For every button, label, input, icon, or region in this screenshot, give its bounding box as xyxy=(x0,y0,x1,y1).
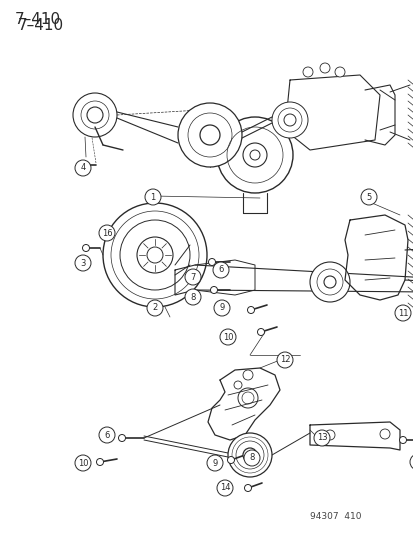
Circle shape xyxy=(409,454,413,470)
Text: 10: 10 xyxy=(78,458,88,467)
Text: 9: 9 xyxy=(212,458,217,467)
Circle shape xyxy=(78,161,85,168)
Circle shape xyxy=(137,237,173,273)
Circle shape xyxy=(216,117,292,193)
Circle shape xyxy=(313,430,329,446)
Circle shape xyxy=(103,203,206,307)
Circle shape xyxy=(324,430,334,440)
Circle shape xyxy=(206,455,223,471)
Circle shape xyxy=(219,329,235,345)
Circle shape xyxy=(394,305,410,321)
Circle shape xyxy=(73,93,117,137)
Circle shape xyxy=(210,287,217,294)
Text: 6: 6 xyxy=(104,431,109,440)
Text: 11: 11 xyxy=(397,309,407,318)
Circle shape xyxy=(227,456,234,464)
Circle shape xyxy=(99,427,115,443)
Circle shape xyxy=(75,455,91,471)
Circle shape xyxy=(99,225,115,241)
Text: 94307  410: 94307 410 xyxy=(309,512,361,521)
Circle shape xyxy=(379,429,389,439)
Text: 8: 8 xyxy=(190,293,195,302)
Circle shape xyxy=(247,306,254,313)
Circle shape xyxy=(319,63,329,73)
Text: 8: 8 xyxy=(249,454,254,463)
Text: 7–410: 7–410 xyxy=(18,18,64,33)
Circle shape xyxy=(309,262,349,302)
Circle shape xyxy=(96,458,103,465)
Circle shape xyxy=(399,437,406,443)
Text: 12: 12 xyxy=(279,356,290,365)
Circle shape xyxy=(323,276,335,288)
Circle shape xyxy=(185,289,201,305)
Text: 16: 16 xyxy=(102,229,112,238)
Circle shape xyxy=(302,67,312,77)
Circle shape xyxy=(87,107,103,123)
Circle shape xyxy=(242,370,252,380)
Text: 9: 9 xyxy=(219,303,224,312)
Circle shape xyxy=(242,448,256,462)
Text: 2: 2 xyxy=(152,303,157,312)
Circle shape xyxy=(283,114,295,126)
Circle shape xyxy=(334,67,344,77)
Circle shape xyxy=(178,103,242,167)
Circle shape xyxy=(208,259,215,265)
Circle shape xyxy=(82,245,89,252)
Circle shape xyxy=(271,102,307,138)
Circle shape xyxy=(276,352,292,368)
Circle shape xyxy=(199,125,219,145)
Text: 3: 3 xyxy=(80,259,85,268)
Circle shape xyxy=(228,433,271,477)
Circle shape xyxy=(257,328,264,335)
Text: 1: 1 xyxy=(150,192,155,201)
Circle shape xyxy=(75,160,91,176)
Circle shape xyxy=(249,150,259,160)
Circle shape xyxy=(147,247,163,263)
Text: 7: 7 xyxy=(190,272,195,281)
Text: 4: 4 xyxy=(80,164,85,173)
Text: 13: 13 xyxy=(316,433,327,442)
Circle shape xyxy=(214,300,230,316)
Circle shape xyxy=(216,480,233,496)
Circle shape xyxy=(185,269,201,285)
Circle shape xyxy=(237,388,257,408)
Circle shape xyxy=(411,455,413,471)
Circle shape xyxy=(147,300,163,316)
Text: 14: 14 xyxy=(219,483,230,492)
Circle shape xyxy=(243,450,259,466)
Circle shape xyxy=(244,484,251,491)
Circle shape xyxy=(212,262,228,278)
Circle shape xyxy=(233,381,242,389)
Text: 5: 5 xyxy=(366,192,371,201)
Text: 15: 15 xyxy=(412,457,413,466)
Circle shape xyxy=(75,255,91,271)
Circle shape xyxy=(145,189,161,205)
Circle shape xyxy=(118,434,125,441)
Circle shape xyxy=(242,143,266,167)
Text: 7–410: 7–410 xyxy=(15,12,61,27)
Circle shape xyxy=(360,189,376,205)
Text: 10: 10 xyxy=(222,333,233,342)
Text: 6: 6 xyxy=(218,265,223,274)
